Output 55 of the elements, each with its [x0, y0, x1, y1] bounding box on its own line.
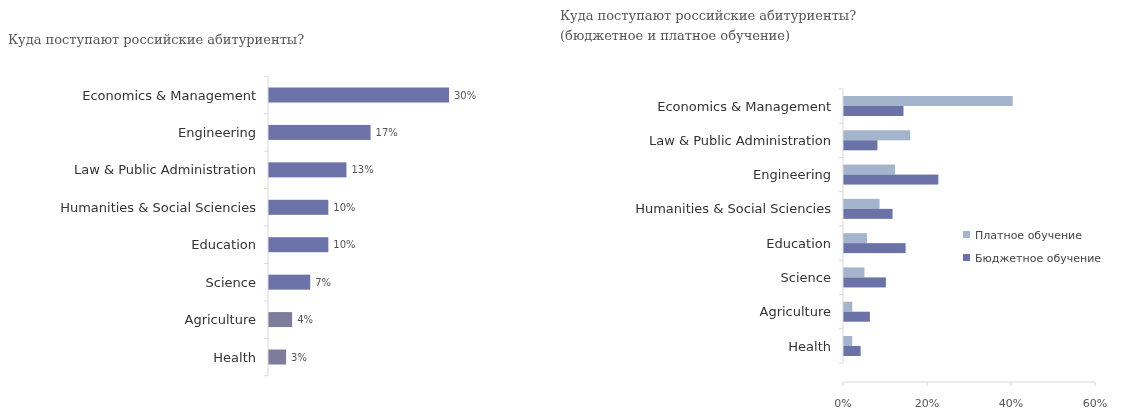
bar: [268, 124, 371, 140]
bar: [268, 162, 347, 178]
text: Куда поступают российские абитуриенты?: [8, 32, 305, 47]
data-label: 13%: [351, 164, 374, 176]
data-label: 10%: [333, 201, 356, 213]
legend-label: Платное обучение: [975, 228, 1083, 242]
bar: [843, 140, 878, 151]
bar: [843, 311, 870, 322]
x-tick-label: 0%: [834, 397, 852, 410]
bar: [843, 208, 893, 219]
data-label: 10%: [333, 239, 356, 251]
y-tick-label: Science: [780, 269, 831, 285]
data-label: 3%: [291, 351, 307, 363]
data-label: 17%: [375, 126, 398, 138]
y-tick-label: Health: [213, 349, 256, 365]
y-tick-label: Humanities & Social Sciencies: [60, 199, 257, 215]
y-tick-label: Engineering: [753, 167, 831, 183]
x-tick-label: 20%: [914, 397, 940, 410]
bar: [843, 96, 1013, 106]
y-tick-label: Agriculture: [184, 312, 256, 328]
x-tick-label: 60%: [1082, 397, 1108, 410]
data-label: 7%: [315, 276, 332, 288]
bar: [268, 87, 449, 103]
bar: [268, 349, 287, 365]
bar: [268, 312, 293, 328]
legend-label: Бюджетное обучение: [975, 251, 1102, 265]
bar: [843, 130, 911, 141]
y-tick-label: Education: [191, 237, 256, 253]
bar: [843, 164, 896, 175]
data-label: 4%: [297, 314, 314, 326]
y-tick-label: Law & Public Administration: [649, 132, 831, 148]
y-tick-label: Health: [788, 338, 831, 354]
bar: [268, 274, 311, 290]
bar: [268, 237, 329, 253]
bar: [843, 267, 865, 278]
y-tick-label: Economics & Management: [657, 98, 831, 114]
bar: [843, 106, 904, 116]
bar: [843, 233, 867, 244]
y-tick-label: Engineering: [178, 124, 256, 140]
text: (бюджетное и платное обучение): [560, 28, 791, 43]
text: Куда поступают российские абитуриенты?: [560, 8, 857, 23]
data-label: 30%: [454, 89, 477, 101]
y-tick-label: Education: [766, 235, 831, 251]
y-tick-label: Law & Public Administration: [74, 162, 256, 178]
y-tick-label: Science: [205, 274, 256, 290]
y-tick-label: Economics & Management: [82, 87, 256, 103]
y-tick-label: Humanities & Social Sciencies: [635, 201, 832, 217]
bar: [843, 346, 861, 356]
bar: [843, 243, 906, 254]
y-tick-label: Agriculture: [759, 304, 831, 320]
bar: [843, 277, 886, 288]
x-tick-label: 40%: [998, 397, 1024, 410]
bar: [843, 174, 939, 185]
bar: [268, 199, 329, 215]
bar: [843, 198, 880, 209]
